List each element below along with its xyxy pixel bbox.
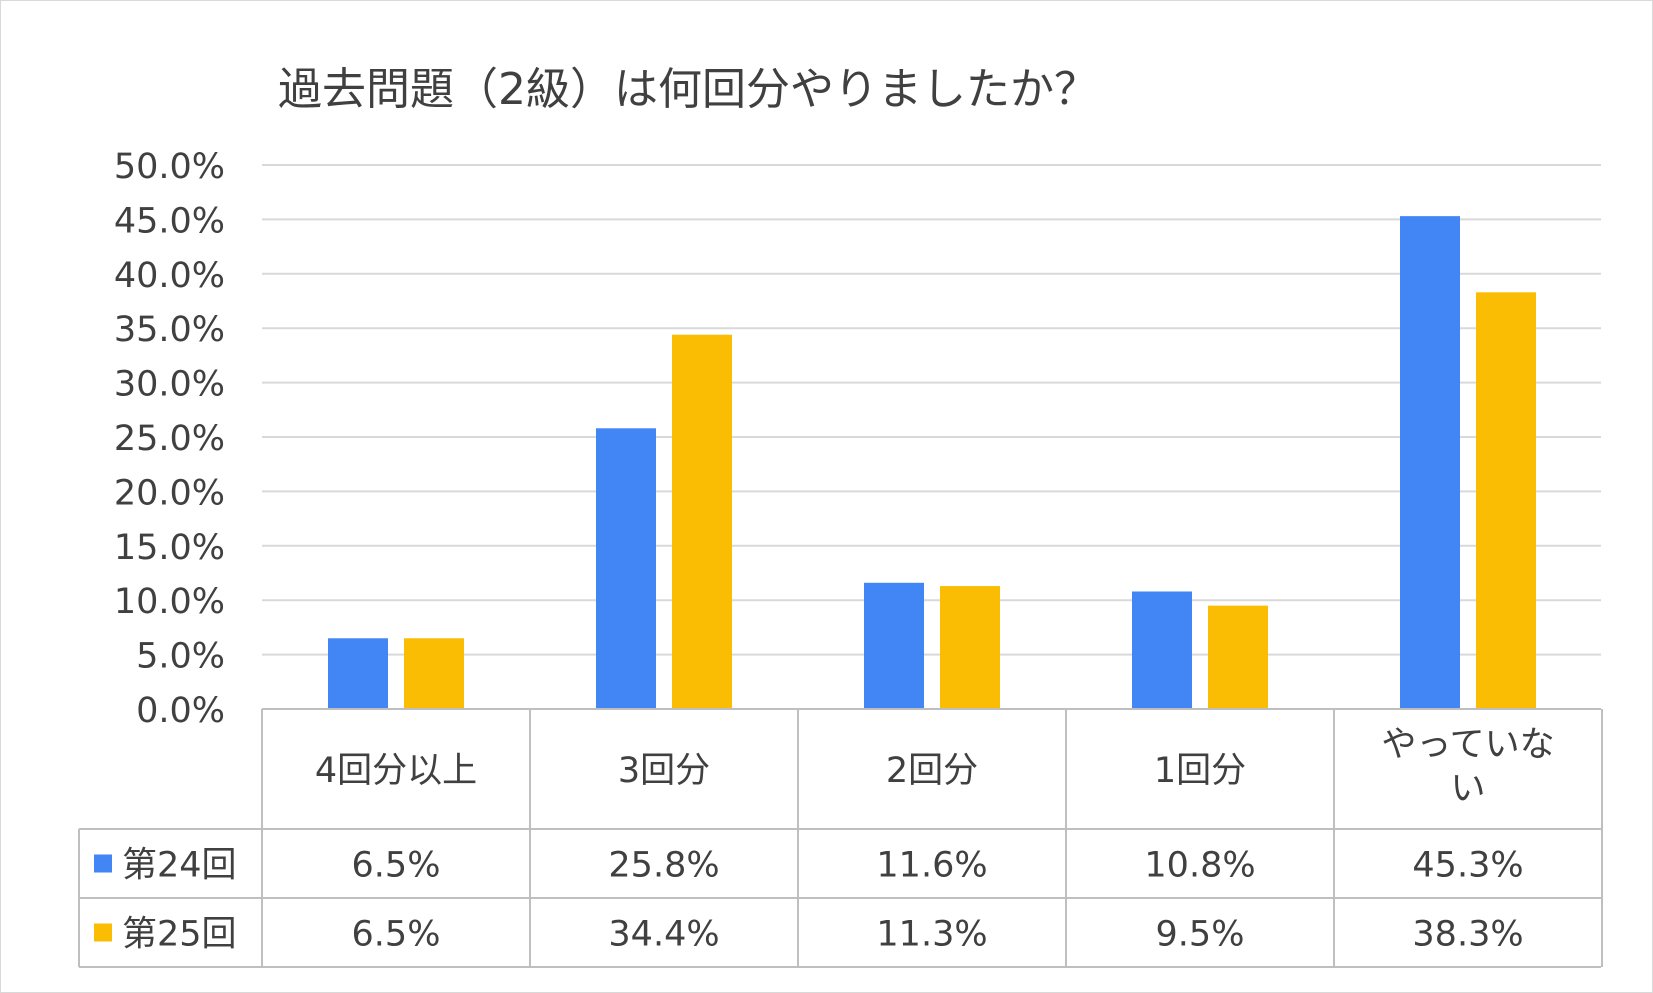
data-label: 45.3% — [1412, 846, 1523, 886]
data-label: 25.8% — [608, 846, 719, 886]
legend-swatch — [94, 923, 112, 942]
category-label: 3回分 — [618, 751, 710, 791]
y-tick-label: 15.0% — [114, 528, 225, 568]
y-tick-label: 0.0% — [136, 691, 225, 731]
category-label: 4回分以上 — [315, 751, 477, 791]
data-label: 34.4% — [608, 915, 719, 955]
y-tick-label: 25.0% — [114, 419, 225, 459]
category-label: 1回分 — [1154, 751, 1246, 791]
series-name: 第25回 — [122, 915, 237, 955]
y-tick-label: 5.0% — [136, 637, 225, 677]
bar-第24回-1回分 — [1132, 591, 1192, 709]
bar-第25回-3回分 — [672, 334, 732, 709]
series-name: 第24回 — [122, 846, 237, 886]
y-tick-label: 30.0% — [114, 365, 225, 405]
bar-第24回-やっていない — [1400, 216, 1460, 710]
bar-第24回-3回分 — [596, 428, 656, 709]
y-tick-label: 10.0% — [114, 582, 225, 622]
data-label: 6.5% — [352, 915, 441, 955]
data-label: 9.5% — [1156, 915, 1245, 955]
data-label: 11.3% — [876, 915, 987, 955]
y-tick-label: 40.0% — [114, 256, 225, 296]
chart-title: 過去問題（2級）は何回分やりましたか？ — [278, 64, 1098, 115]
bar-第24回-2回分 — [864, 582, 924, 709]
y-axis-ticks: 0.0% 5.0% 10.0% 15.0% 20.0% 25.0% 30.0% 35.0% 40… — [114, 147, 225, 731]
category-label: 2回分 — [886, 751, 978, 791]
data-label: 38.3% — [1412, 915, 1523, 955]
y-tick-label: 50.0% — [114, 147, 225, 187]
bar-第25回-4回分以上 — [404, 638, 464, 709]
data-label: 6.5% — [352, 846, 441, 886]
data-label: 11.6% — [876, 846, 987, 886]
y-tick-label: 20.0% — [114, 473, 225, 513]
bar-第25回-2回分 — [940, 586, 1000, 709]
bar-第25回-やっていない — [1476, 292, 1536, 709]
category-label: やっていない — [1381, 725, 1554, 809]
bars — [328, 216, 1536, 710]
bar-第24回-4回分以上 — [328, 638, 388, 709]
legend-swatch — [94, 854, 112, 873]
y-tick-label: 45.0% — [114, 201, 225, 241]
bar-第25回-1回分 — [1208, 605, 1268, 709]
data-label: 10.8% — [1144, 846, 1255, 886]
y-tick-label: 35.0% — [114, 310, 225, 350]
